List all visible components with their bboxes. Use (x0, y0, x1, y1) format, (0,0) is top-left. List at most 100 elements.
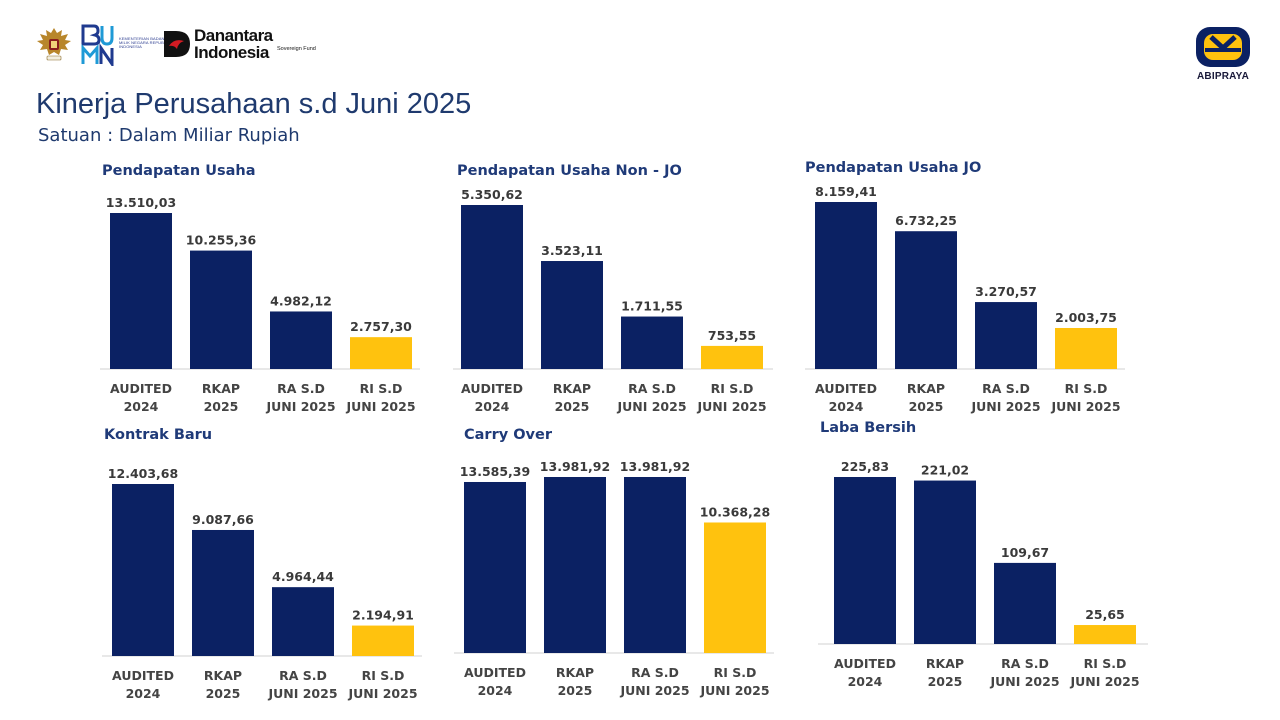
bar (461, 205, 523, 369)
data-label: 2.194,91 (352, 608, 414, 623)
chart-carry-over: Carry Over 13.585,39 AUDITED 2024 13.981,92… (454, 427, 794, 698)
category-label: RA S.D (1001, 656, 1049, 671)
chart-pendapatan-usaha: Pendapatan Usaha 13.510,03 AUDITED 2024 10.… (100, 163, 440, 433)
data-label: 3.270,57 (975, 284, 1037, 299)
data-label: 12.403,68 (108, 466, 178, 481)
bar (352, 625, 414, 656)
category-label: 2025 (204, 399, 239, 414)
category-label: JUNI 2025 (989, 674, 1059, 689)
bar (350, 337, 412, 369)
data-label: 6.732,25 (895, 213, 957, 228)
bar (110, 213, 172, 369)
danantara-tagline: Sovereign Fund (277, 46, 316, 52)
category-label: RA S.D (982, 381, 1030, 396)
bar (544, 477, 606, 653)
bar (701, 345, 763, 369)
bar (975, 302, 1037, 369)
bar (621, 316, 683, 369)
category-label: 2025 (558, 683, 593, 698)
data-label: 4.964,44 (272, 569, 334, 584)
bar (834, 477, 896, 644)
data-label: 2.003,75 (1055, 310, 1117, 325)
chart-svg: 8.159,41 AUDITED 2024 6.732,25 RKAP 2025 3.270… (805, 184, 1125, 414)
bumn-logo: KEMENTERIAN BADAN USAHA MILIK NEGARA REP… (80, 22, 180, 66)
data-label: 13.510,03 (106, 195, 176, 210)
category-label: RI S.D (714, 665, 757, 680)
garuda-emblem-icon (37, 28, 71, 61)
danantara-name-line1: Danantara (194, 26, 273, 45)
bumn-mark-icon (81, 24, 114, 66)
data-label: 221,02 (921, 463, 969, 478)
chart-svg: 12.403,68 AUDITED 2024 9.087,66 RKAP 2025 4.96… (102, 466, 422, 701)
bar (464, 481, 526, 653)
bar (272, 587, 334, 656)
abipraya-wordmark: ABIPRAYA (1197, 71, 1249, 82)
danantara-logo: Danantara Indonesia Sovereign Fund (162, 26, 322, 62)
bar (704, 522, 766, 653)
data-label: 1.711,55 (621, 299, 683, 314)
data-label: 10.255,36 (186, 233, 257, 248)
category-label: JUNI 2025 (347, 686, 417, 701)
category-label: JUNI 2025 (970, 399, 1040, 414)
chart-title: Pendapatan Usaha (102, 163, 256, 179)
category-label: 2024 (475, 399, 510, 414)
category-label: RKAP (204, 668, 242, 683)
bar (1074, 625, 1136, 644)
data-label: 109,67 (1001, 545, 1049, 560)
data-label: 13.585,39 (460, 464, 530, 479)
category-label: RA S.D (277, 381, 325, 396)
category-label: JUNI 2025 (1050, 399, 1120, 414)
category-label: RI S.D (362, 668, 405, 683)
chart-title: Laba Bersih (820, 420, 917, 436)
data-label: 225,83 (841, 459, 889, 474)
category-label: 2025 (206, 686, 241, 701)
data-label: 3.523,11 (541, 243, 603, 258)
category-label: JUNI 2025 (267, 686, 337, 701)
category-label: 2024 (848, 674, 883, 689)
chart-title: Pendapatan Usaha JO (805, 160, 982, 176)
data-label: 25,65 (1085, 607, 1125, 622)
category-label: RA S.D (279, 668, 327, 683)
category-label: RKAP (556, 665, 594, 680)
chart-svg: 225,83 AUDITED 2024 221,02 RKAP 2025 109,67 RA … (818, 459, 1148, 689)
category-label: RKAP (202, 381, 240, 396)
bar (1055, 327, 1117, 369)
category-label: AUDITED (461, 381, 523, 396)
bar (112, 484, 174, 656)
category-label: RKAP (907, 381, 945, 396)
category-label: AUDITED (110, 381, 172, 396)
chart-pendapatan-usaha-non-jo: Pendapatan Usaha Non - JO 5.350,62 AUDITE… (453, 163, 793, 433)
category-label: 2024 (829, 399, 864, 414)
danantara-mark-icon (164, 31, 190, 57)
header-logos: KEMENTERIAN BADAN USAHA MILIK NEGARA REP… (34, 22, 334, 66)
category-label: RI S.D (1065, 381, 1108, 396)
data-label: 9.087,66 (192, 512, 254, 527)
category-label: 2025 (928, 674, 963, 689)
abipraya-logo: ABIPRAYA (1188, 24, 1258, 84)
data-label: 753,55 (708, 328, 756, 343)
category-label: AUDITED (112, 668, 174, 683)
page-title: Kinerja Perusahaan s.d Juni 2025 (36, 88, 472, 120)
category-label: RKAP (926, 656, 964, 671)
chart-svg: 13.585,39 AUDITED 2024 13.981,92 RKAP 2025 13.… (454, 459, 774, 698)
category-label: 2024 (126, 686, 161, 701)
category-label: JUNI 2025 (345, 399, 415, 414)
category-label: 2024 (478, 683, 513, 698)
category-label: RA S.D (628, 381, 676, 396)
abipraya-mark-icon (1196, 27, 1250, 67)
bar (192, 529, 254, 656)
category-label: 2025 (909, 399, 944, 414)
bar (624, 477, 686, 653)
chart-laba-bersih: Laba Bersih 225,83 AUDITED 2024 221,02 RKAP 2… (818, 420, 1158, 690)
category-label: 2025 (555, 399, 590, 414)
bar (541, 261, 603, 369)
category-label: AUDITED (834, 656, 896, 671)
bar (895, 231, 957, 369)
data-label: 10.368,28 (700, 504, 770, 519)
bar (815, 202, 877, 369)
bumn-subtext: KEMENTERIAN BADAN USAHA MILIK NEGARA REP… (119, 36, 180, 50)
category-label: JUNI 2025 (699, 683, 769, 698)
chart-title: Kontrak Baru (104, 427, 213, 443)
category-label: AUDITED (815, 381, 877, 396)
bar (914, 480, 976, 644)
